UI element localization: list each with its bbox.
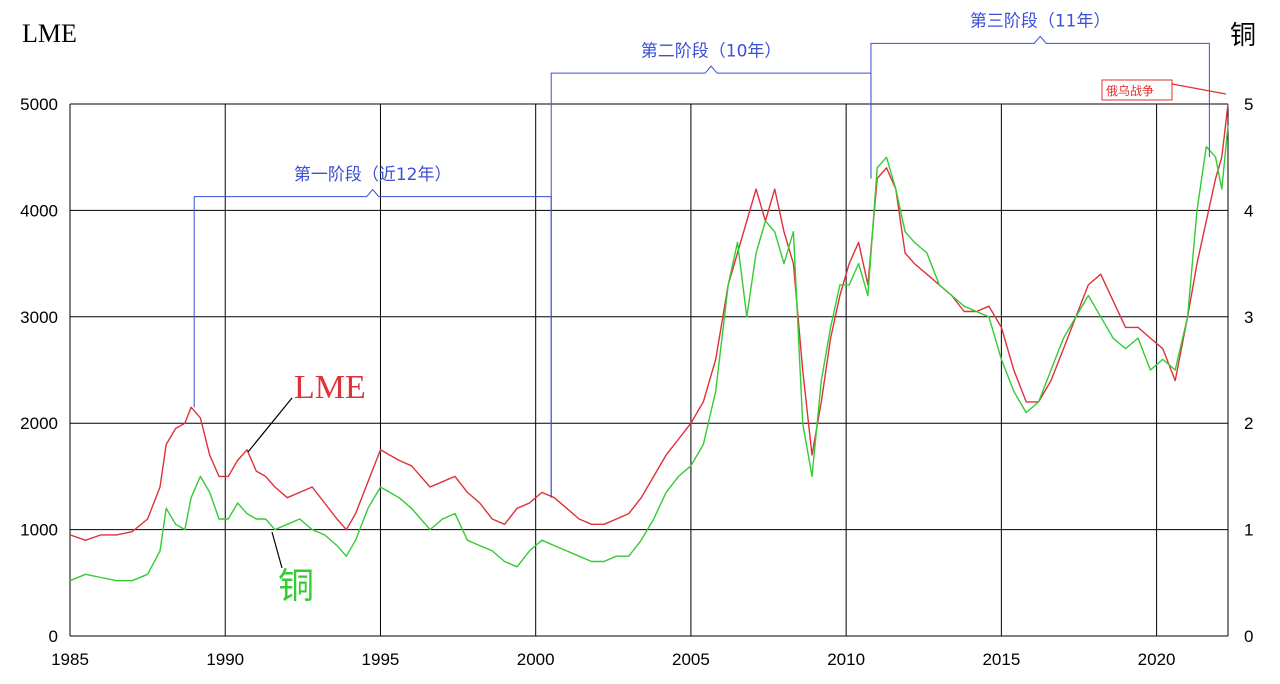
left-y-tick-label: 0 [49, 627, 58, 646]
left-y-axis-ticks: 0 1000 2000 3000 4000 5000 [20, 95, 58, 646]
x-axis-ticks: 1985 1990 1995 2000 2005 2010 2015 2020 [51, 650, 1175, 669]
svg-text:LME: LME [294, 369, 366, 406]
x-tick-label: 2010 [827, 650, 865, 669]
left-y-tick-label: 4000 [20, 201, 58, 220]
series-lines [69, 103, 1229, 582]
event-note: 俄乌战争 [1101, 79, 1227, 101]
phase-brackets: 第一阶段（近12年） 第二阶段（10年） 第三阶段（11年） [193, 12, 1210, 498]
right-y-tick-label: 3 [1244, 308, 1253, 327]
phase-bracket [870, 35, 1210, 179]
left-y-tick-label: 1000 [20, 521, 58, 540]
copper-series-label: 铜 [271, 531, 314, 607]
right-y-axis-ticks: 0 1 2 3 4 5 [1244, 95, 1253, 646]
phase-label: 第一阶段（近12年） [294, 165, 452, 185]
lme-series-label: LME [247, 369, 366, 453]
right-y-tick-label: 0 [1244, 627, 1253, 646]
grid-lines [69, 103, 1229, 637]
right-y-tick-label: 5 [1244, 95, 1253, 114]
phase-label: 第三阶段（11年） [970, 12, 1111, 32]
x-tick-label: 2020 [1138, 650, 1176, 669]
left-y-tick-label: 5000 [20, 95, 58, 114]
x-tick-label: 2005 [672, 650, 710, 669]
x-tick-label: 2000 [517, 650, 555, 669]
left-y-tick-label: 3000 [20, 308, 58, 327]
right-y-tick-label: 2 [1244, 414, 1253, 433]
x-tick-label: 1990 [206, 650, 244, 669]
lme-series-line [69, 103, 1229, 541]
x-tick-label: 1985 [51, 650, 89, 669]
right-axis-title: 铜 [1230, 21, 1256, 50]
x-tick-label: 1995 [362, 650, 400, 669]
phase-bracket [550, 65, 872, 498]
left-y-tick-label: 2000 [20, 414, 58, 433]
phase-label: 第二阶段（10年） [641, 42, 782, 62]
x-tick-label: 2015 [982, 650, 1020, 669]
right-y-tick-label: 4 [1244, 201, 1253, 220]
svg-text:俄乌战争: 俄乌战争 [1106, 83, 1154, 98]
left-axis-title: LME [22, 19, 77, 48]
copper-series-line [69, 125, 1229, 582]
right-y-tick-label: 1 [1244, 521, 1253, 540]
svg-text:铜: 铜 [278, 566, 314, 607]
